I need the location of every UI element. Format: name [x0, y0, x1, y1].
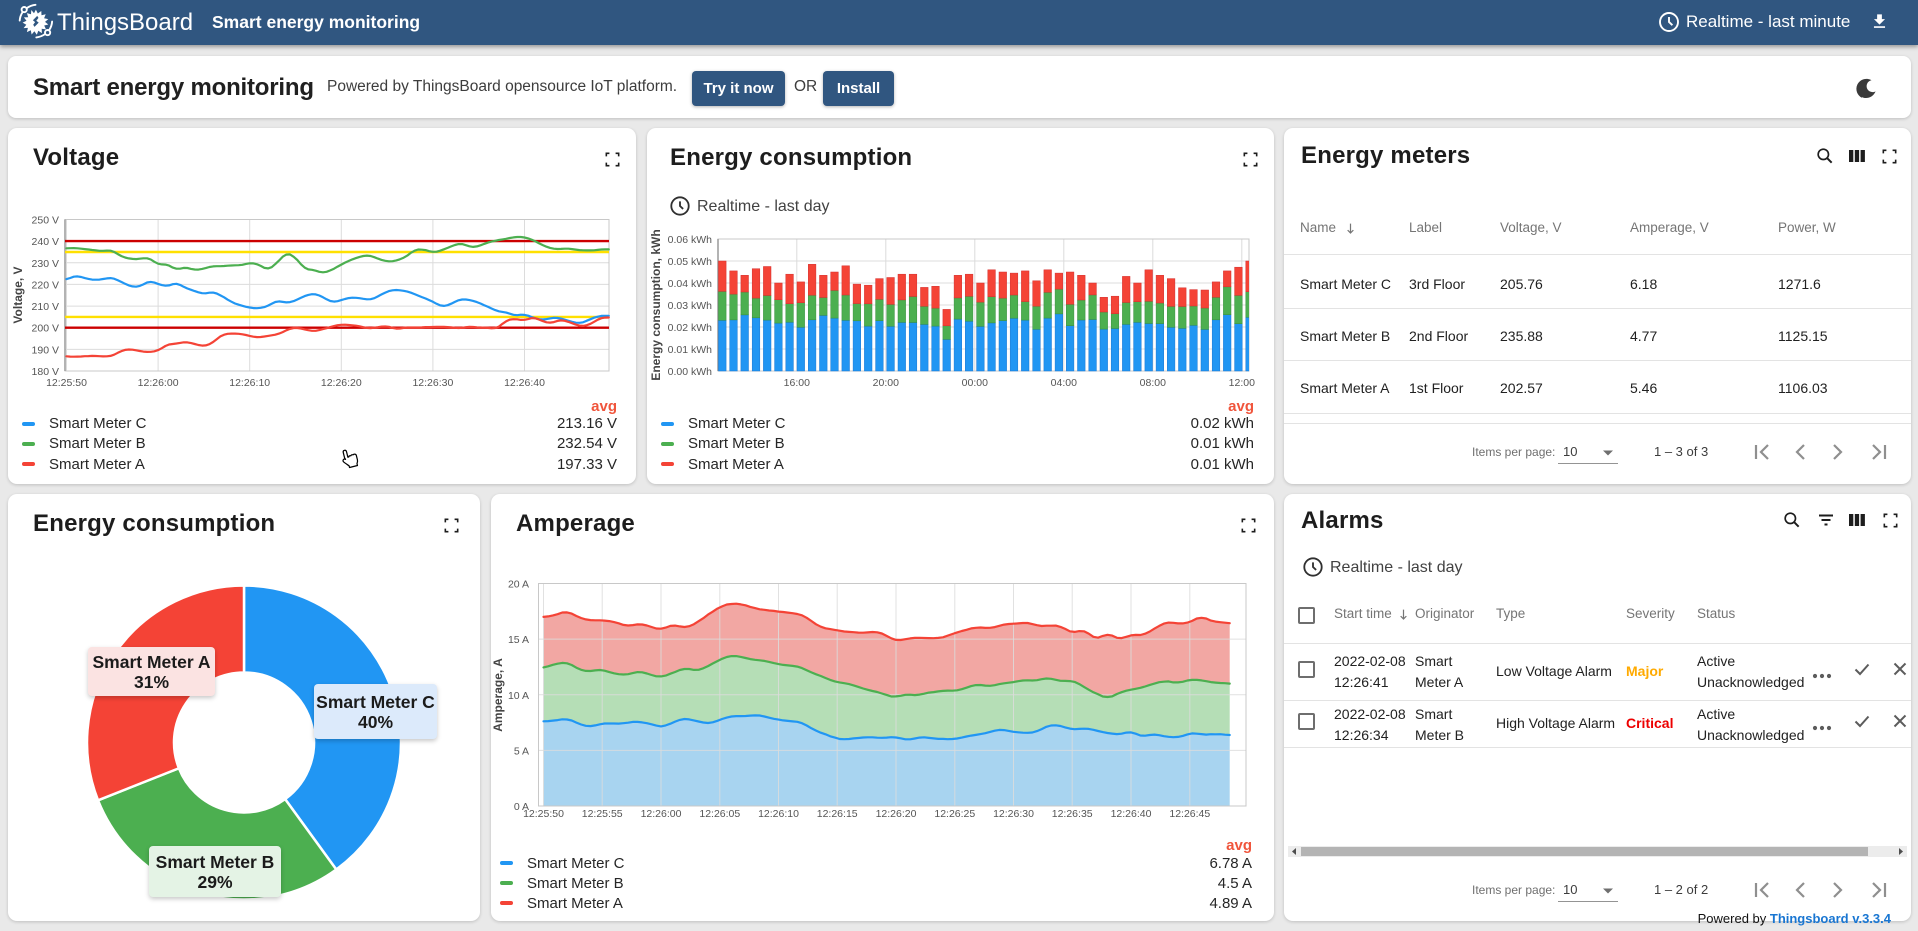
svg-text:0.00 kWh: 0.00 kWh — [668, 366, 713, 378]
svg-text:12:26:00: 12:26:00 — [641, 808, 682, 820]
svg-text:230 V: 230 V — [32, 258, 59, 270]
svg-text:5 A: 5 A — [514, 745, 529, 757]
svg-text:0.04 kWh: 0.04 kWh — [668, 278, 713, 290]
svg-text:12:26:25: 12:26:25 — [934, 808, 975, 820]
svg-text:180 V: 180 V — [32, 366, 59, 378]
svg-text:200 V: 200 V — [32, 323, 59, 335]
svg-text:12:26:05: 12:26:05 — [699, 808, 740, 820]
svg-text:12:26:30: 12:26:30 — [412, 377, 453, 389]
svg-text:12:25:50: 12:25:50 — [523, 808, 564, 820]
svg-text:12:26:35: 12:26:35 — [1052, 808, 1093, 820]
svg-text:12:26:10: 12:26:10 — [229, 377, 270, 389]
svg-text:20 A: 20 A — [508, 579, 529, 591]
svg-text:04:00: 04:00 — [1051, 377, 1077, 389]
svg-text:12:26:20: 12:26:20 — [321, 377, 362, 389]
svg-text:240 V: 240 V — [32, 236, 59, 248]
svg-text:12:26:00: 12:26:00 — [138, 377, 179, 389]
svg-text:12:26:10: 12:26:10 — [758, 808, 799, 820]
svg-text:12:25:55: 12:25:55 — [582, 808, 623, 820]
svg-text:0 A: 0 A — [514, 801, 529, 813]
svg-text:16:00: 16:00 — [784, 377, 810, 389]
svg-text:Amperage, A: Amperage, A — [491, 658, 505, 732]
svg-text:15 A: 15 A — [508, 634, 529, 646]
svg-text:250 V: 250 V — [32, 215, 59, 227]
svg-text:12:26:40: 12:26:40 — [504, 377, 545, 389]
svg-text:20:00: 20:00 — [873, 377, 899, 389]
svg-text:220 V: 220 V — [32, 279, 59, 291]
svg-text:0.01 kWh: 0.01 kWh — [668, 344, 713, 356]
svg-text:190 V: 190 V — [32, 344, 59, 356]
svg-text:12:26:15: 12:26:15 — [817, 808, 858, 820]
svg-text:12:26:40: 12:26:40 — [1111, 808, 1152, 820]
svg-text:0.02 kWh: 0.02 kWh — [668, 322, 713, 334]
svg-text:0.05 kWh: 0.05 kWh — [668, 256, 713, 268]
svg-text:210 V: 210 V — [32, 301, 59, 313]
svg-text:Energy consumption, kWh: Energy consumption, kWh — [649, 229, 663, 380]
svg-text:00:00: 00:00 — [962, 377, 988, 389]
svg-text:12:26:45: 12:26:45 — [1169, 808, 1210, 820]
svg-text:0.03 kWh: 0.03 kWh — [668, 300, 713, 312]
svg-text:12:26:30: 12:26:30 — [993, 808, 1034, 820]
svg-text:0.06 kWh: 0.06 kWh — [668, 234, 713, 246]
svg-text:Voltage, V: Voltage, V — [11, 266, 25, 323]
svg-text:12:00: 12:00 — [1229, 377, 1255, 389]
svg-text:12:26:20: 12:26:20 — [876, 808, 917, 820]
svg-text:08:00: 08:00 — [1140, 377, 1166, 389]
svg-text:10 A: 10 A — [508, 690, 529, 702]
svg-text:12:25:50: 12:25:50 — [46, 377, 87, 389]
